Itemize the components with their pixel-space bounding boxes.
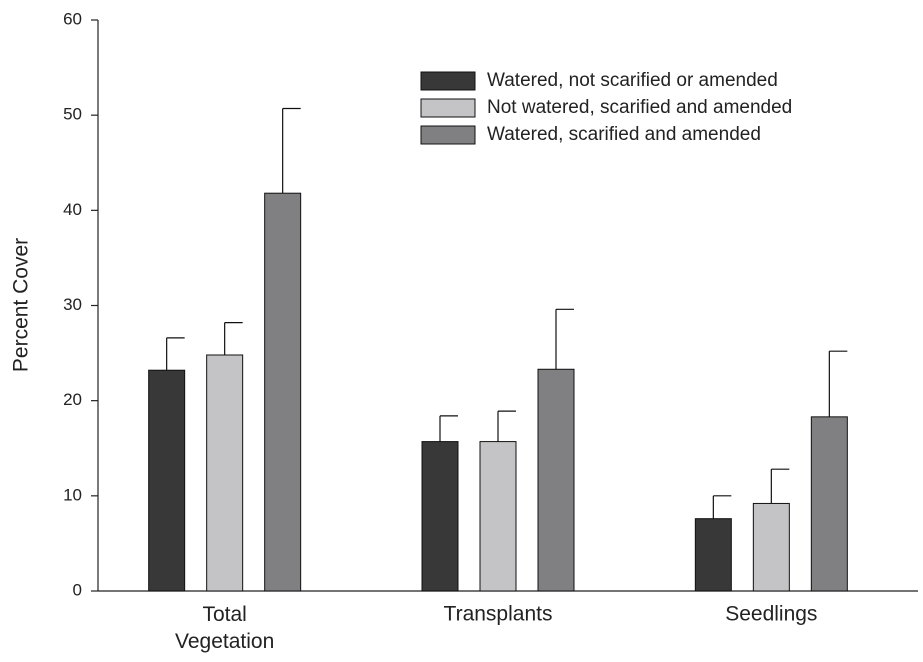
bar: [810, 416, 848, 592]
legend-swatch: [420, 125, 476, 145]
bar: [421, 441, 459, 592]
error-bar: [224, 322, 243, 355]
y-tick-label: 10: [63, 485, 82, 504]
error-bar: [166, 337, 185, 371]
bar: [694, 518, 732, 592]
error-bar: [555, 308, 574, 370]
bar: [206, 354, 244, 592]
bar: [752, 502, 790, 592]
y-tick-label: 60: [63, 9, 82, 28]
legend-swatch: [420, 71, 476, 91]
legend-swatch: [420, 98, 476, 118]
error-bar: [828, 350, 848, 417]
x-tick-label: Total Vegetation: [175, 603, 274, 653]
y-tick-label: 20: [63, 390, 82, 409]
error-bar: [282, 107, 301, 194]
legend-label: Watered, not scarified or amended: [487, 70, 778, 91]
y-axis-label: Percent Cover: [10, 238, 33, 372]
x-tick-label: Transplants: [444, 603, 553, 626]
y-tick-label: 30: [63, 295, 82, 314]
error-bar: [712, 495, 732, 519]
error-bar: [497, 410, 516, 442]
bar: [148, 369, 186, 592]
x-tick-label: Seedlings: [725, 603, 817, 626]
bar: [537, 368, 575, 592]
legend-label: Watered, scarified and amended: [487, 124, 761, 145]
y-tick-label: 50: [63, 105, 82, 124]
legend-label: Not watered, scarified and amended: [487, 97, 792, 118]
bar: [479, 441, 517, 592]
y-tick-label: 0: [73, 580, 82, 599]
y-tick-label: 40: [63, 200, 82, 219]
bar: [264, 192, 302, 592]
error-bar: [439, 415, 458, 442]
error-bar: [770, 468, 790, 504]
